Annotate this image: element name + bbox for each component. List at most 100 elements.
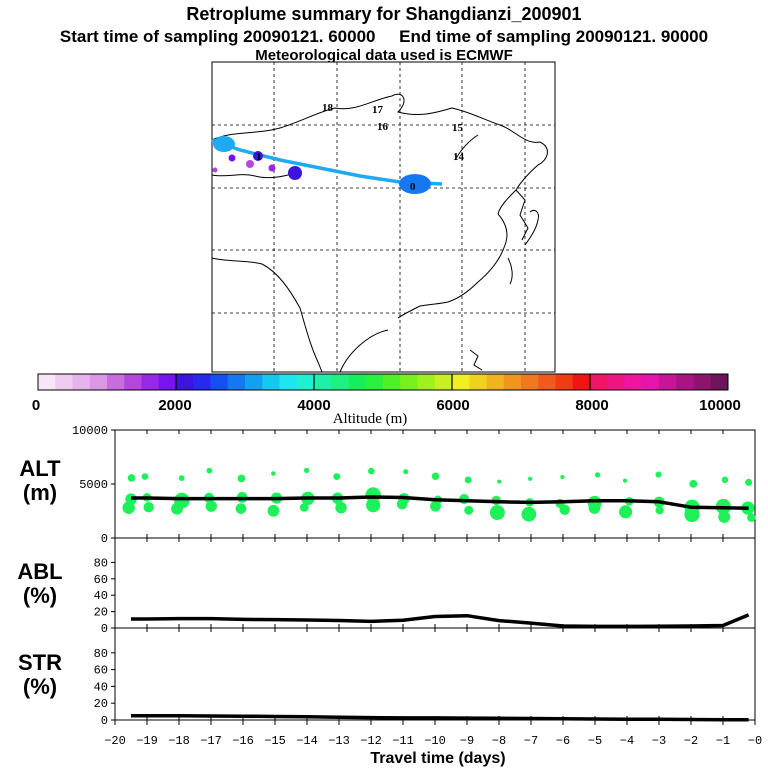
colorbar-swatch — [210, 374, 229, 390]
colorbar-swatch — [55, 374, 73, 390]
alt-scatter-point — [689, 479, 698, 488]
colorbar-swatch — [38, 374, 56, 390]
colorbar-swatch — [89, 374, 108, 390]
panel-abl: 0 20 40 60 80 ABL(%) — [17, 537, 756, 636]
colorbar-swatch — [124, 374, 142, 390]
x-tick-label: −19 — [136, 734, 158, 748]
y-tick-label: 40 — [94, 589, 108, 603]
alt-scatter-point — [497, 479, 502, 484]
colorbar-swatch — [365, 374, 384, 390]
day-labels: 18 17 16 15 14 1 0 — [256, 102, 465, 193]
alt-scatter-point — [403, 469, 409, 475]
series-line-alt — [131, 495, 749, 511]
x-tick-label: −10 — [424, 734, 446, 748]
alt-scatter-point — [267, 504, 280, 517]
alt-scatter-point — [303, 467, 310, 473]
day-label: 14 — [453, 151, 465, 163]
map-frame — [211, 61, 556, 373]
x-tick-label: −14 — [296, 734, 318, 748]
x-tick-label: −17 — [200, 734, 222, 748]
colorbar-swatch — [176, 374, 194, 390]
colorbar-swatch — [503, 374, 522, 390]
sampling-time-subtitle: Start time of sampling 20090121. 60000 E… — [60, 27, 708, 46]
colorbar-swatch — [193, 374, 211, 390]
panel-ylabel: STR — [18, 650, 62, 675]
x-tick-label: −2 — [684, 734, 698, 748]
x-tick-label: −9 — [460, 734, 474, 748]
colorbar-swatch — [158, 374, 177, 390]
colorbar-swatch — [693, 374, 712, 390]
colorbar-swatch — [469, 374, 487, 390]
colorbar-swatch — [486, 374, 505, 390]
x-tick-label: −0 — [748, 734, 762, 748]
alt-scatter-point — [235, 503, 247, 514]
alt-scatter-point — [174, 492, 190, 509]
plume-point — [253, 151, 263, 161]
y-tick-label: 60 — [94, 573, 108, 587]
day-label: 17 — [372, 104, 384, 116]
alt-scatter-point — [143, 502, 154, 513]
day-label: 15 — [452, 122, 464, 134]
met-data-subtitle: Meteorological data used is ECMWF — [255, 47, 513, 64]
x-tick-label: −15 — [264, 734, 286, 748]
panel-ylabel: (%) — [23, 583, 57, 608]
alt-scatter-point — [521, 506, 537, 522]
plume-point — [268, 164, 276, 172]
colorbar-swatch — [331, 374, 349, 390]
alt-scatter-point — [622, 478, 628, 483]
alt-scatter-point — [335, 501, 347, 514]
alt-scatter-point — [528, 476, 533, 481]
panel-ylabel: (m) — [23, 480, 57, 505]
alt-scatter-point — [594, 472, 601, 478]
y-tick-label: 0 — [101, 714, 108, 728]
colorbar-swatch — [607, 374, 625, 390]
series-line-abl — [131, 613, 750, 629]
y-tick-label: 20 — [94, 697, 108, 711]
colorbar-swatch — [262, 374, 280, 390]
x-tick-label: −8 — [492, 734, 506, 748]
x-tick-label: −13 — [328, 734, 350, 748]
alt-scatter-point — [619, 505, 633, 519]
map-coastlines — [211, 93, 548, 373]
alt-scatter-point — [365, 487, 381, 503]
x-tick-label: −20 — [104, 734, 126, 748]
colorbar-swatch — [107, 374, 125, 390]
panel-ylabel: (%) — [23, 674, 57, 699]
colorbar-swatch — [452, 374, 470, 390]
y-tick-label: 80 — [94, 647, 108, 661]
alt-scatter-point — [271, 471, 276, 476]
colorbar-swatch — [659, 374, 677, 390]
colorbar-swatch — [676, 374, 694, 390]
colorbar-swatch — [434, 374, 453, 390]
colorbar-swatch — [279, 374, 298, 390]
x-tick-label: −3 — [652, 734, 666, 748]
panel-frame — [114, 537, 756, 629]
x-tick-label: −6 — [556, 734, 570, 748]
alt-scatter-point — [141, 473, 149, 480]
alt-scatter-point — [747, 513, 756, 522]
x-tick-label: −11 — [392, 734, 414, 748]
x-tick-label: −1 — [716, 734, 730, 748]
panel-ylabel: ABL — [17, 559, 62, 584]
altitude-colorbar — [37, 373, 729, 391]
colorbar-swatch — [572, 374, 591, 390]
alt-scatter-point — [333, 473, 341, 481]
panel-ylabel: ALT — [19, 456, 61, 481]
alt-scatter-point — [127, 474, 136, 482]
alt-scatter-point — [721, 476, 729, 484]
y-tick-label: 20 — [94, 606, 108, 620]
colorbar-tick-label: 6000 — [436, 397, 469, 414]
alt-scatter-point — [431, 472, 440, 481]
alt-scatter-point — [655, 506, 664, 515]
day-label: 1 — [256, 151, 262, 163]
plume-map: 18 17 16 15 14 1 0 — [211, 61, 556, 373]
y-tick-label: 10000 — [72, 424, 108, 438]
alt-scatter-point — [560, 474, 565, 480]
alt-scatter-point — [489, 505, 505, 521]
panel-frame — [114, 429, 756, 539]
alt-scatter-point — [655, 471, 662, 478]
colorbar-swatch — [641, 374, 660, 390]
x-tick-label: −18 — [168, 734, 190, 748]
alt-scatter-point — [178, 475, 185, 481]
